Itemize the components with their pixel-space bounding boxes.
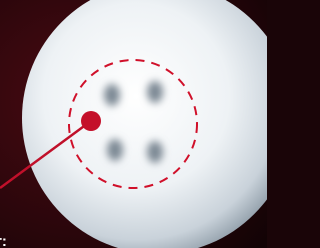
label: r: [0, 233, 7, 248]
hole [107, 139, 123, 161]
hole [147, 81, 163, 103]
page: r: (() => { const data = JSON.parse(docu… [0, 0, 267, 248]
scene: r: [0, 0, 267, 248]
hole [104, 84, 120, 106]
button [22, 0, 267, 248]
pointer-dot [81, 111, 101, 131]
hole [147, 141, 163, 163]
